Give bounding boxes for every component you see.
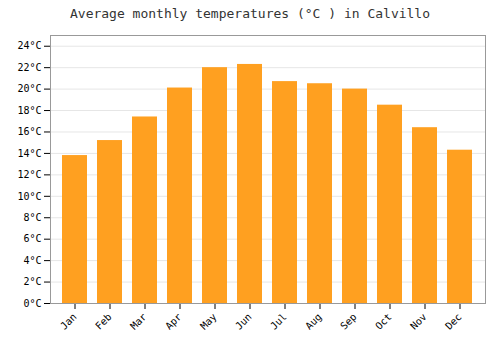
svg-text:2°C: 2°C: [23, 276, 41, 287]
svg-text:0°C: 0°C: [23, 298, 41, 309]
svg-text:Oct: Oct: [373, 311, 394, 332]
svg-text:Jan: Jan: [58, 311, 79, 332]
svg-text:Dec: Dec: [443, 311, 464, 332]
svg-text:Jun: Jun: [233, 311, 254, 332]
svg-text:20°C: 20°C: [17, 83, 41, 94]
svg-text:Jul: Jul: [268, 311, 289, 332]
svg-text:18°C: 18°C: [17, 105, 41, 116]
svg-text:14°C: 14°C: [17, 148, 41, 159]
svg-text:Aug: Aug: [303, 311, 324, 332]
svg-text:10°C: 10°C: [17, 191, 41, 202]
svg-text:6°C: 6°C: [23, 233, 41, 244]
svg-text:8°C: 8°C: [23, 212, 41, 223]
svg-text:Mar: Mar: [128, 311, 149, 332]
svg-text:Nov: Nov: [408, 311, 429, 332]
html-text:Average monthly temperatures (: Average monthly temperatures (°C ) in Ca…: [70, 6, 430, 21]
svg-text:24°C: 24°C: [17, 40, 41, 51]
svg-text:4°C: 4°C: [23, 255, 41, 266]
svg-text:May: May: [198, 311, 219, 332]
svg-text:Feb: Feb: [93, 311, 114, 332]
svg-text:Apr: Apr: [163, 311, 184, 332]
svg-text:16°C: 16°C: [17, 126, 41, 137]
svg-text:22°C: 22°C: [17, 62, 41, 73]
svg-text:Sep: Sep: [338, 311, 359, 332]
svg-text:12°C: 12°C: [17, 169, 41, 180]
